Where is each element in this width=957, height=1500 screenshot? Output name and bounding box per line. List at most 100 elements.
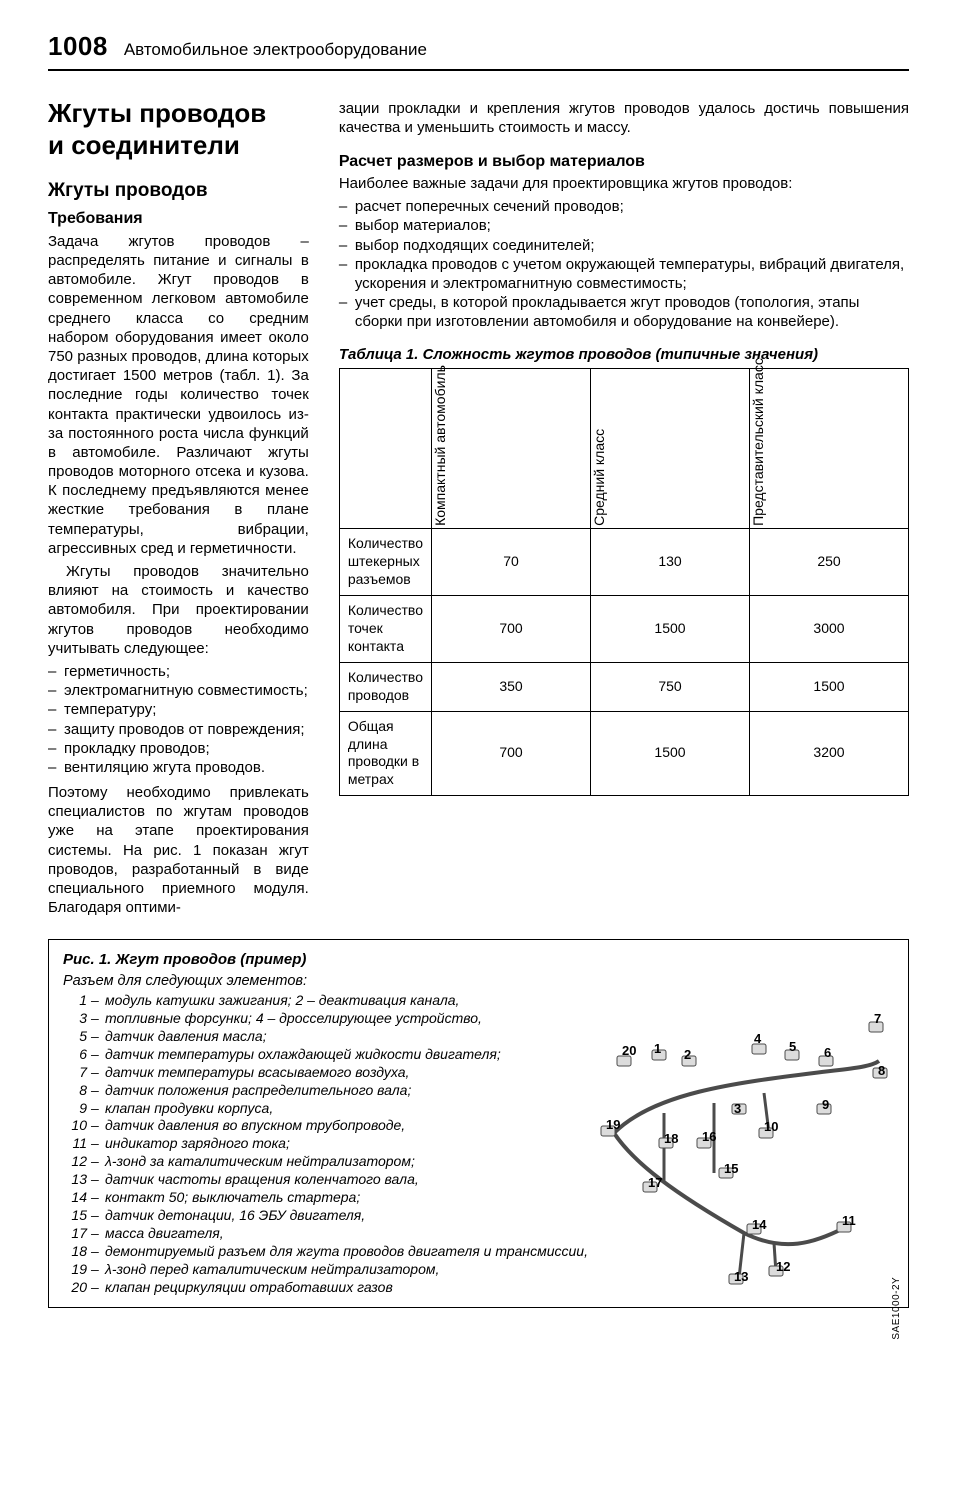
sub-heading: Жгуты проводов	[48, 179, 309, 203]
cell-value: 1500	[591, 596, 750, 663]
cell-value: 350	[432, 662, 591, 711]
legend-number: 11	[63, 1135, 91, 1153]
wiring-harness-diagram: 1234567891011121314151617181920	[514, 1013, 894, 1293]
legend-number: 10	[63, 1117, 91, 1135]
dash-icon: –	[91, 1279, 105, 1297]
svg-text:12: 12	[776, 1259, 790, 1274]
section-heading-calc: Расчет размеров и выбор материалов	[339, 152, 909, 172]
cell-value: 70	[432, 529, 591, 596]
dash-icon: –	[48, 758, 64, 777]
para-requirements-2: Жгуты проводов значительно влияют на сто…	[48, 562, 309, 658]
dash-icon: –	[339, 236, 355, 255]
figure-subtitle: Разъем для следующих элементов:	[63, 972, 894, 991]
legend-number: 5	[63, 1028, 91, 1046]
complexity-table: Компактный автомобиль Средний класс Пред…	[339, 368, 909, 796]
legend-number: 9	[63, 1100, 91, 1118]
cell-value: 3200	[750, 711, 909, 796]
requirements-list: –герметичность;–электромагнитную совмест…	[48, 662, 309, 777]
figure-title: Рис. 1. Жгут проводов (пример)	[63, 950, 894, 969]
dash-icon: –	[339, 216, 355, 235]
list-item-text: расчет поперечных сечений проводов;	[355, 197, 909, 216]
dash-icon: –	[48, 720, 64, 739]
dash-icon: –	[91, 1189, 105, 1207]
list-item: –температуру;	[48, 700, 309, 719]
legend-text: модуль катушки зажигания; 2 – деактиваци…	[105, 992, 894, 1010]
dash-icon: –	[48, 700, 64, 719]
row-label: Количество точек контакта	[339, 596, 431, 663]
list-item: –выбор материалов;	[339, 216, 909, 235]
para-calc-intro: Наиболее важные задачи для проектировщик…	[339, 174, 909, 193]
svg-text:5: 5	[789, 1039, 796, 1054]
dash-icon: –	[48, 739, 64, 758]
dash-icon: –	[91, 1135, 105, 1153]
para-requirements-1: Задача жгутов проводов – распределять пи…	[48, 232, 309, 558]
calc-tasks-list: –расчет поперечных сечений проводов;–выб…	[339, 197, 909, 331]
col-compact: Компактный автомобиль	[432, 369, 591, 529]
svg-text:20: 20	[622, 1043, 636, 1058]
svg-text:18: 18	[664, 1131, 678, 1146]
list-item-text: защиту проводов от повреждения;	[64, 720, 309, 739]
para-requirements-3: Поэтому необходимо привлекать специалист…	[48, 783, 309, 917]
svg-text:16: 16	[702, 1129, 716, 1144]
figure-code: SAE1000-2Y	[891, 1277, 904, 1340]
legend-number: 7	[63, 1064, 91, 1082]
legend-number: 18	[63, 1243, 91, 1261]
main-heading-line2: и соединители	[48, 131, 309, 161]
row-label: Количество проводов	[339, 662, 431, 711]
dash-icon: –	[91, 1117, 105, 1135]
cell-value: 3000	[750, 596, 909, 663]
svg-text:1: 1	[654, 1041, 661, 1056]
left-column: Жгуты проводов и соединители Жгуты прово…	[48, 99, 309, 921]
svg-text:3: 3	[734, 1101, 741, 1116]
svg-text:6: 6	[824, 1045, 831, 1060]
list-item: –учет среды, в которой прокладывается жг…	[339, 293, 909, 331]
legend-number: 17	[63, 1225, 91, 1243]
legend-number: 14	[63, 1189, 91, 1207]
right-column: зации прокладки и крепления жгутов прово…	[339, 99, 909, 921]
legend-number: 12	[63, 1153, 91, 1171]
cell-value: 130	[591, 529, 750, 596]
cell-value: 1500	[750, 662, 909, 711]
dash-icon: –	[91, 1046, 105, 1064]
svg-text:7: 7	[874, 1013, 881, 1026]
row-label: Количество штекерных разъемов	[339, 529, 431, 596]
cell-value: 1500	[591, 711, 750, 796]
list-item: –герметичность;	[48, 662, 309, 681]
col-executive: Представительский класс	[750, 369, 909, 529]
list-item: –выбор подходящих соединителей;	[339, 236, 909, 255]
page-header: 1008 Автомобильное электрооборудование	[48, 30, 909, 71]
legend-number: 20	[63, 1279, 91, 1297]
legend-number: 8	[63, 1082, 91, 1100]
svg-text:10: 10	[764, 1119, 778, 1134]
list-item-text: учет среды, в которой прокладывается жгу…	[355, 293, 909, 331]
table-row: Количество проводов3507501500	[339, 662, 908, 711]
dash-icon: –	[339, 255, 355, 293]
page-section-title: Автомобильное электрооборудование	[124, 39, 427, 61]
row-label: Общая длина проводки в метрах	[339, 711, 431, 796]
list-item-text: вентиляцию жгута проводов.	[64, 758, 309, 777]
table-row: Количество точек контакта70015003000	[339, 596, 908, 663]
table-row: Общая длина проводки в метрах70015003200	[339, 711, 908, 796]
two-column-layout: Жгуты проводов и соединители Жгуты прово…	[48, 99, 909, 921]
col-middle: Средний класс	[591, 369, 750, 529]
figure-1-box: Рис. 1. Жгут проводов (пример) Разъем дл…	[48, 939, 909, 1307]
section-heading-requirements: Требования	[48, 209, 309, 229]
list-item: –защиту проводов от повреждения;	[48, 720, 309, 739]
list-item-text: выбор подходящих соединителей;	[355, 236, 909, 255]
legend-number: 3	[63, 1010, 91, 1028]
dash-icon: –	[48, 662, 64, 681]
page-number: 1008	[48, 30, 108, 63]
dash-icon: –	[91, 1207, 105, 1225]
para-continuation: зации прокладки и крепления жгутов прово…	[339, 99, 909, 137]
list-item-text: выбор материалов;	[355, 216, 909, 235]
cell-value: 700	[432, 711, 591, 796]
list-item-text: герметичность;	[64, 662, 309, 681]
dash-icon: –	[91, 1153, 105, 1171]
table-caption: Таблица 1. Сложность жгутов проводов (ти…	[339, 346, 909, 365]
dash-icon: –	[91, 992, 105, 1010]
list-item-text: прокладка проводов с учетом окружающей т…	[355, 255, 909, 293]
main-heading-line1: Жгуты проводов	[48, 99, 309, 129]
dash-icon: –	[91, 1243, 105, 1261]
list-item-text: температуру;	[64, 700, 309, 719]
legend-item: 1–модуль катушки зажигания; 2 – деактива…	[63, 992, 894, 1010]
